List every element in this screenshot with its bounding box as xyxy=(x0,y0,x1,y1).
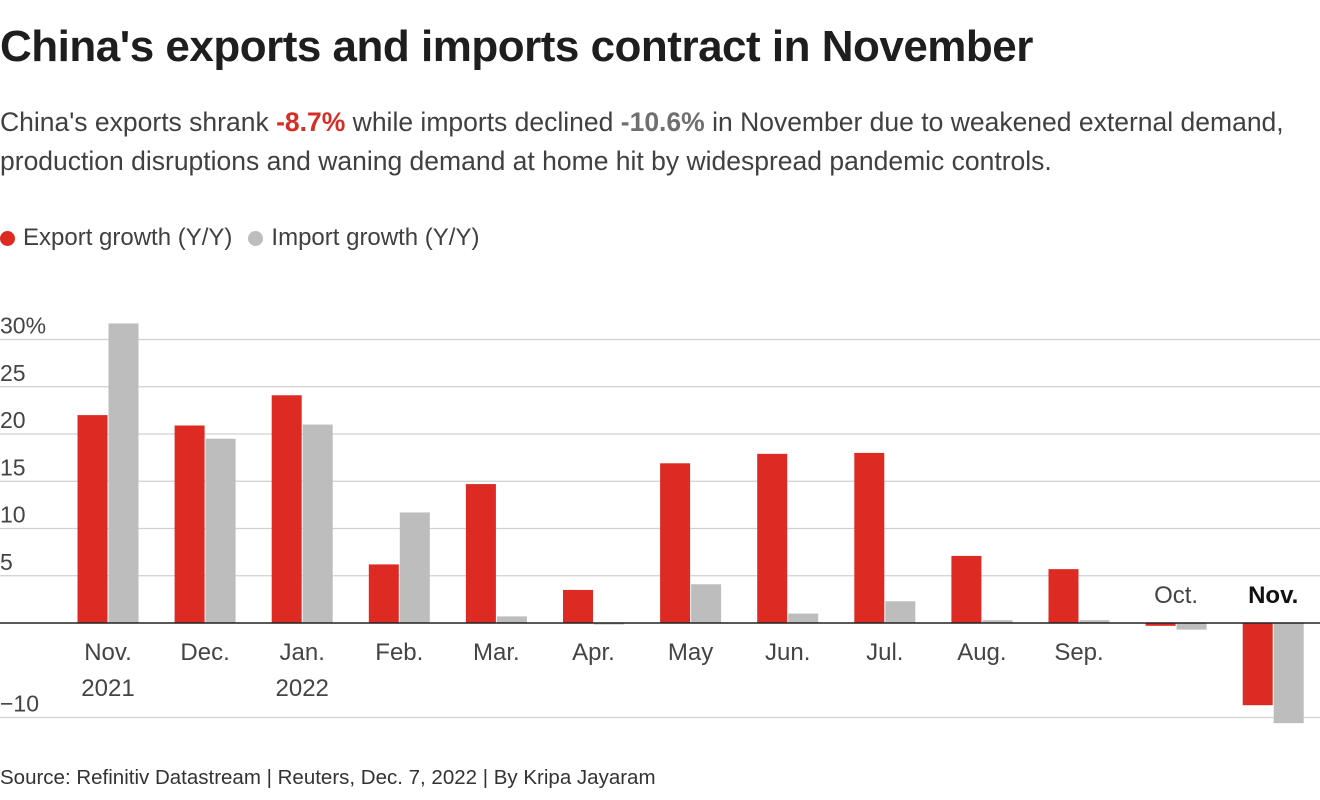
bar-import xyxy=(982,620,1013,623)
bar-import xyxy=(691,584,722,623)
x-tick-label: Dec. xyxy=(180,639,229,666)
y-tick-label: 5 xyxy=(0,549,13,575)
gridlines xyxy=(0,338,1320,719)
x-tick-label: Apr. xyxy=(572,639,615,666)
y-tick-label: −10 xyxy=(0,691,39,717)
source-credit: Source: Refinitiv Datastream | Reuters, … xyxy=(0,766,656,789)
legend-item-import: Import growth (Y/Y) xyxy=(248,224,479,252)
x-tick-label: Sep. xyxy=(1054,639,1103,666)
chart-title: China's exports and imports contract in … xyxy=(0,22,1033,71)
subtitle-text-2: while imports declined xyxy=(345,107,621,137)
bar-export xyxy=(854,452,885,623)
y-tick-label: 20 xyxy=(0,407,26,433)
bar-import xyxy=(496,616,527,623)
subtitle-export-value: -8.7% xyxy=(276,107,346,137)
chart-subtitle: China's exports shrank -8.7% while impor… xyxy=(0,103,1318,181)
x-tick-label: May xyxy=(668,639,713,666)
legend-label-export: Export growth (Y/Y) xyxy=(23,224,233,251)
bar-export xyxy=(1242,623,1273,706)
y-tick-label: 25 xyxy=(0,360,26,386)
bar-import xyxy=(1273,623,1304,724)
bar-import xyxy=(108,323,139,623)
bar-export xyxy=(660,463,691,623)
bar-export xyxy=(368,564,399,623)
axis-labels: −10 5 10 15 20 25 30% Nov. 2021 Dec. Jan. 2022 Feb. M… xyxy=(0,313,1298,717)
bar-import xyxy=(399,512,430,623)
legend-swatch-import xyxy=(248,230,264,246)
bar-series xyxy=(77,323,1304,724)
legend-swatch-export xyxy=(0,230,15,246)
bar-export xyxy=(77,415,108,623)
x-tick-label: Feb. xyxy=(375,639,423,666)
x-tick-label: Oct. xyxy=(1154,582,1198,609)
bar-export xyxy=(1048,569,1079,623)
legend-item-export: Export growth (Y/Y) xyxy=(0,224,232,252)
x-tick-label: Jun. xyxy=(765,639,810,666)
x-tick-label: Jan. xyxy=(280,639,325,666)
chart-legend: Export growth (Y/Y) Import growth (Y/Y) xyxy=(0,224,495,252)
bar-export xyxy=(465,484,496,623)
bar-import xyxy=(788,613,819,623)
subtitle-text-3: in November due to weakened external dem… xyxy=(0,107,1284,176)
bar-import xyxy=(1079,620,1110,623)
bar-export xyxy=(757,453,788,623)
subtitle-text-1: China's exports shrank xyxy=(0,107,277,137)
y-tick-label: 30% xyxy=(0,313,46,339)
x-tick-label: Aug. xyxy=(957,639,1006,666)
bar-export xyxy=(174,425,205,623)
bar-import xyxy=(302,424,333,623)
y-tick-label: 10 xyxy=(0,502,26,528)
x-tick-label: Nov. xyxy=(84,639,132,666)
bar-chart: −10 5 10 15 20 25 30% Nov. 2021 Dec. Jan. 2022 Feb. M… xyxy=(0,313,1320,724)
bar-export xyxy=(951,555,982,623)
x-tick-label: Mar. xyxy=(473,639,520,666)
bar-import xyxy=(885,601,916,623)
y-tick-label: 15 xyxy=(0,454,26,480)
x-tick-label: Nov. xyxy=(1248,582,1298,609)
x-tick-label-year: 2021 xyxy=(81,675,134,702)
bar-import xyxy=(205,438,236,623)
bar-import xyxy=(1176,623,1207,630)
x-tick-label: Jul. xyxy=(866,639,903,666)
bar-export xyxy=(271,395,302,623)
bar-export xyxy=(1145,623,1176,626)
subtitle-import-value: -10.6% xyxy=(620,107,705,137)
bar-export xyxy=(563,589,593,623)
x-tick-label-year: 2022 xyxy=(276,675,329,702)
legend-label-import: Import growth (Y/Y) xyxy=(271,224,480,251)
